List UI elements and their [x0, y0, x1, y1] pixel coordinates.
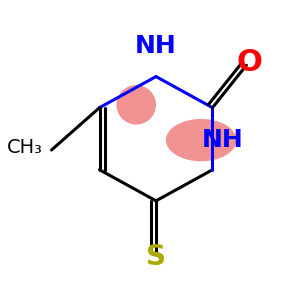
Text: NH: NH [202, 128, 243, 152]
Text: S: S [146, 243, 166, 271]
Text: O: O [236, 48, 262, 77]
Ellipse shape [116, 85, 156, 124]
Ellipse shape [166, 119, 236, 161]
Text: CH₃: CH₃ [7, 138, 43, 157]
Text: NH: NH [135, 34, 177, 58]
